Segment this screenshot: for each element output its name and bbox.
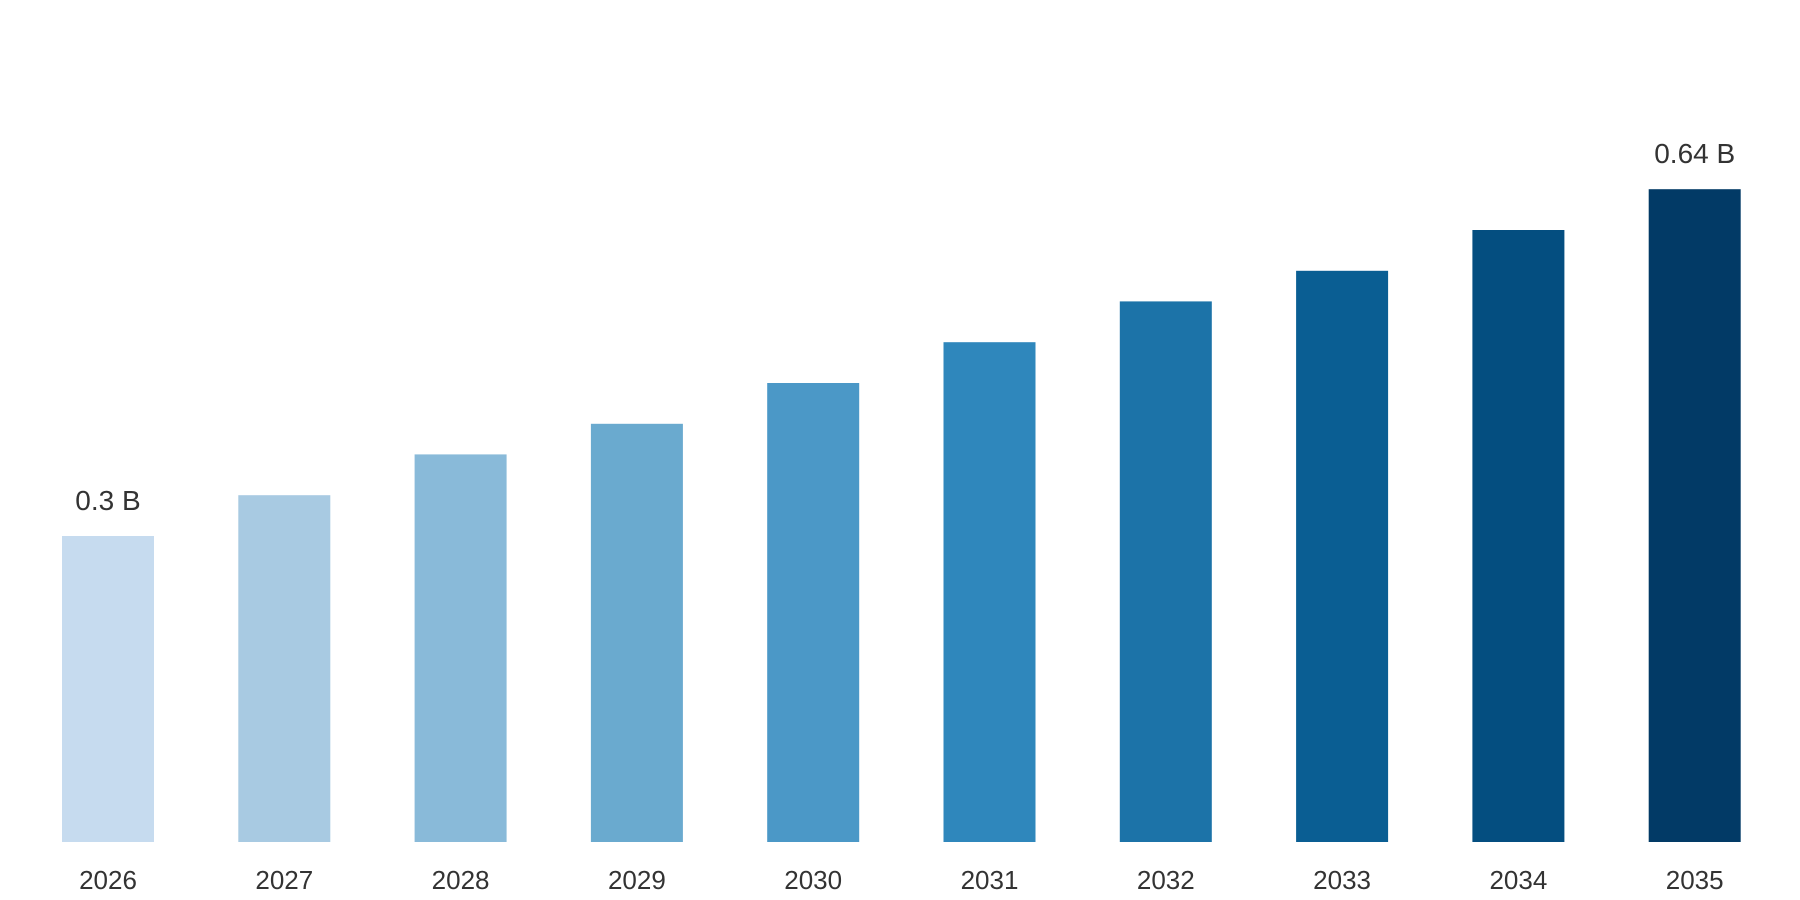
- x-tick-label-2033: 2033: [1313, 865, 1371, 895]
- bar-2033: [1296, 270, 1389, 842]
- x-tick-label-2029: 2029: [608, 865, 666, 895]
- x-axis-tick-labels: 2026 2027 2028 2029 2030 2031 2032 2033 2034 2035: [79, 865, 1724, 895]
- x-tick-label-2028: 2028: [432, 865, 490, 895]
- bar-2035: [1648, 189, 1741, 842]
- x-tick-label-2026: 2026: [79, 865, 137, 895]
- x-tick-label-2032: 2032: [1137, 865, 1195, 895]
- bar-2029: [590, 423, 683, 842]
- x-tick-label-2030: 2030: [784, 865, 842, 895]
- x-tick-label-2035: 2035: [1666, 865, 1724, 895]
- bar-2030: [767, 383, 860, 842]
- bar-2027: [238, 495, 331, 842]
- data-label-2035: 0.64 B: [1654, 138, 1735, 169]
- data-label-2026: 0.3 B: [75, 485, 140, 516]
- bars-group: [62, 189, 1741, 842]
- data-labels-group: 0.3 B 0.64 B: [75, 138, 1735, 516]
- x-tick-label-2031: 2031: [961, 865, 1019, 895]
- x-tick-label-2027: 2027: [255, 865, 313, 895]
- x-tick-label-2034: 2034: [1489, 865, 1547, 895]
- bar-2028: [414, 454, 507, 842]
- bar-2026: [62, 536, 154, 842]
- bar-2034: [1472, 230, 1565, 842]
- bar-2031: [943, 342, 1036, 842]
- bar-2032: [1119, 301, 1212, 842]
